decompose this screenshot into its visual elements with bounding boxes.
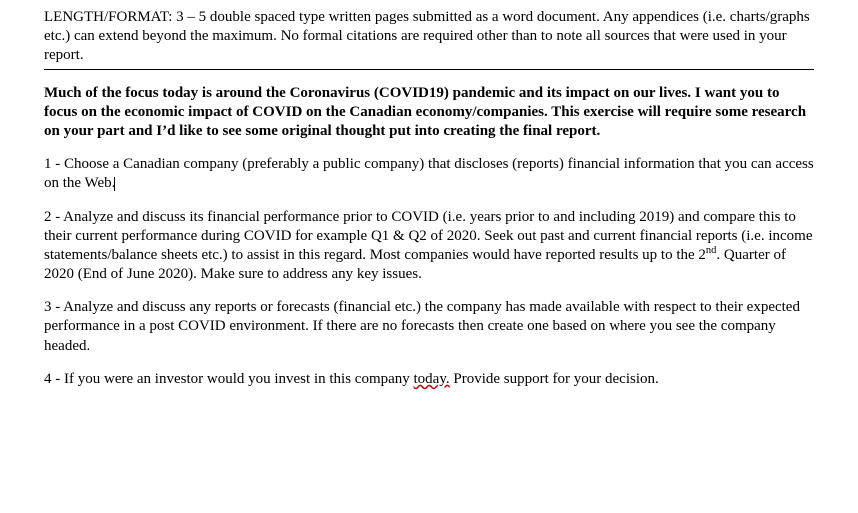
intro-text: Much of the focus today is around the Co… [44,85,806,139]
item-3-text: 3 - Analyze and discuss any reports or f… [44,299,800,353]
item-2-paragraph: 2 - Analyze and discuss its financial pe… [44,208,814,285]
item-2-super: nd [706,245,717,256]
header-block: LENGTH/FORMAT: 3 – 5 double spaced type … [44,8,814,70]
text-cursor [114,177,115,191]
intro-paragraph: Much of the focus today is around the Co… [44,84,814,142]
item-1-paragraph: 1 - Choose a Canadian company (preferabl… [44,155,814,193]
item-2-text-a: 2 - Analyze and discuss its financial pe… [44,209,813,263]
item-4-text-b: Provide support for your decision. [450,371,659,387]
item-3-paragraph: 3 - Analyze and discuss any reports or f… [44,298,814,356]
item-1-text: 1 - Choose a Canadian company (preferabl… [44,156,814,191]
item-4-text-a: 4 - If you were an investor would you in… [44,371,414,387]
header-text: LENGTH/FORMAT: 3 – 5 double spaced type … [44,9,810,63]
item-4-paragraph: 4 - If you were an investor would you in… [44,370,814,389]
item-4-today: today. [414,371,450,387]
